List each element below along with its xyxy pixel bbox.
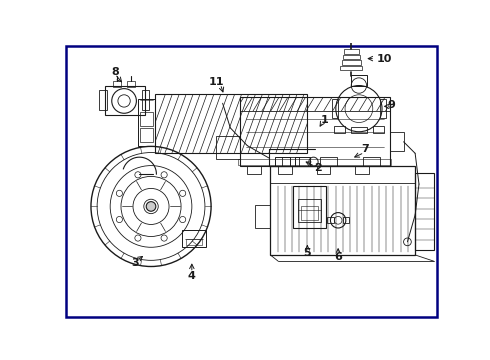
Text: 3: 3: [132, 258, 140, 269]
Bar: [127, 81, 135, 87]
Bar: [351, 127, 367, 133]
Bar: [140, 112, 152, 126]
Bar: [317, 166, 330, 174]
Text: 2: 2: [314, 163, 322, 173]
Text: 1: 1: [320, 115, 328, 125]
Bar: [155, 94, 307, 153]
Bar: [99, 90, 107, 110]
Bar: [344, 49, 359, 54]
Bar: [355, 166, 369, 174]
Bar: [282, 157, 299, 166]
Bar: [380, 99, 386, 118]
Bar: [295, 157, 311, 166]
Bar: [298, 199, 321, 222]
Bar: [320, 157, 337, 166]
Bar: [351, 75, 367, 86]
Bar: [217, 136, 240, 159]
Bar: [187, 239, 202, 245]
Bar: [270, 166, 415, 255]
Bar: [238, 159, 391, 165]
Bar: [341, 66, 362, 70]
Text: 11: 11: [209, 77, 224, 87]
Bar: [343, 55, 360, 59]
Bar: [342, 60, 361, 65]
Bar: [373, 126, 384, 133]
Bar: [278, 166, 292, 174]
Bar: [142, 90, 149, 110]
Bar: [247, 166, 261, 174]
Text: 7: 7: [361, 144, 369, 154]
Bar: [332, 99, 338, 118]
Bar: [327, 217, 334, 223]
Bar: [334, 126, 345, 133]
Text: 5: 5: [303, 248, 311, 258]
Bar: [390, 132, 404, 151]
Bar: [275, 157, 291, 166]
Bar: [363, 157, 380, 166]
Bar: [294, 186, 326, 228]
Text: 8: 8: [111, 67, 119, 77]
Bar: [301, 206, 318, 220]
Bar: [415, 172, 434, 250]
Circle shape: [146, 202, 156, 211]
Text: 6: 6: [334, 252, 342, 262]
Text: 4: 4: [188, 271, 196, 281]
Bar: [255, 205, 270, 228]
Bar: [140, 128, 152, 142]
Bar: [105, 86, 145, 115]
Bar: [240, 97, 390, 166]
Bar: [138, 99, 155, 147]
Bar: [113, 81, 121, 87]
Bar: [182, 230, 206, 247]
Bar: [343, 217, 349, 223]
Text: 9: 9: [388, 100, 395, 110]
Text: 10: 10: [377, 54, 392, 64]
